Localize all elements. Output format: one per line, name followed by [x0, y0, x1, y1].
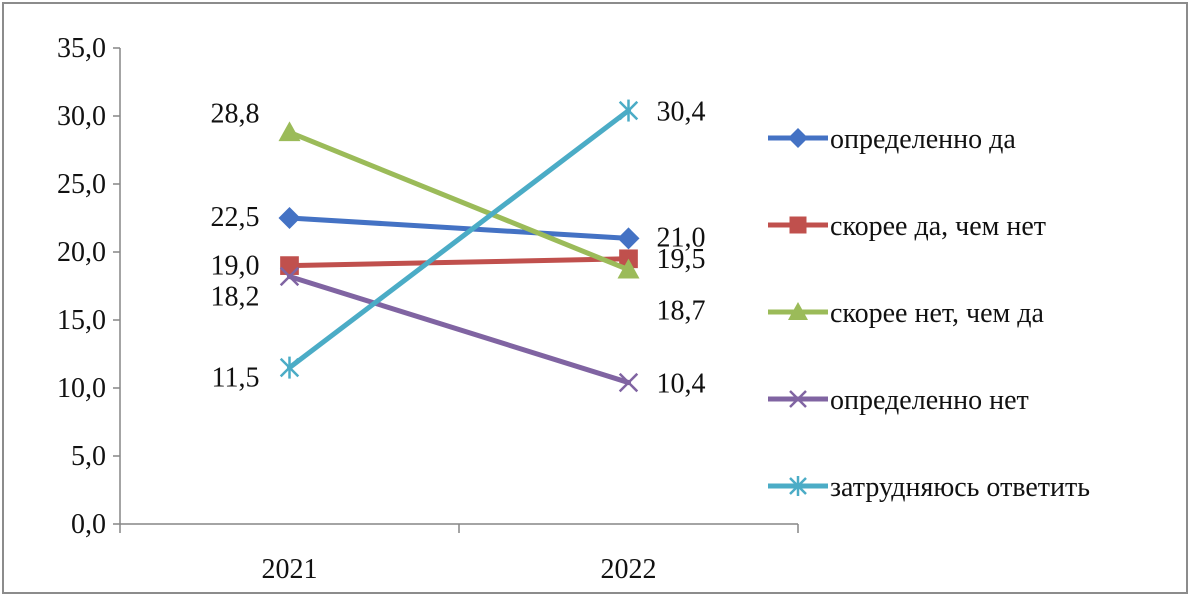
legend-label: скорее нет, чем да — [830, 298, 1044, 329]
y-tick-label: 25,0 — [57, 169, 106, 200]
marker-diamond — [278, 207, 301, 229]
data-label: 18,2 — [211, 281, 260, 312]
series-line — [287, 273, 631, 386]
marker-diamond — [788, 128, 808, 148]
x-tick-label: 2022 — [601, 554, 657, 585]
data-label: 11,5 — [212, 363, 260, 394]
axes: 0,0 5,0 10,0 15,0 20,0 25,0 30,0 35,0 2021 2022 — [57, 33, 799, 585]
y-tick-label: 20,0 — [57, 237, 106, 268]
marker-x — [789, 390, 807, 408]
data-label: 18,7 — [657, 296, 706, 327]
series-lines — [278, 99, 640, 393]
legend-label: скорее да, чем нет — [830, 211, 1046, 242]
data-label: 30,4 — [657, 97, 706, 128]
legend-item: затрудняюсь ответить — [768, 472, 1090, 503]
marker-x — [618, 372, 639, 393]
series-line — [287, 129, 631, 273]
legend-item: определенно да — [768, 124, 1016, 155]
data-label: 22,5 — [211, 202, 260, 233]
data-label: 19,5 — [657, 244, 706, 275]
series-3 — [278, 121, 640, 279]
marker-diamond — [617, 227, 640, 250]
y-tick-label: 15,0 — [57, 305, 106, 336]
legend-label: затрудняюсь ответить — [830, 472, 1090, 503]
y-tick-label: 0,0 — [71, 509, 106, 540]
series-1 — [278, 207, 640, 250]
marker-triangle — [788, 302, 808, 320]
data-labels: 22,5 21,0 19,0 19,5 28,8 18,7 18,2 10,4 11,5 30,4 — [211, 97, 706, 400]
y-tick-label: 10,0 — [57, 373, 106, 404]
series-line — [287, 215, 631, 241]
marker-square — [280, 256, 299, 275]
marker-triangle — [278, 121, 301, 142]
legend-item: скорее нет, чем да — [768, 298, 1044, 329]
data-label: 28,8 — [211, 98, 260, 129]
legend-label: определенно нет — [830, 385, 1029, 416]
legend: определенно да скорее да, чем нет скорее н… — [768, 124, 1090, 503]
y-tick-label: 5,0 — [71, 441, 106, 472]
data-label: 10,4 — [657, 369, 706, 400]
marker-x — [279, 266, 300, 287]
y-tick-label: 30,0 — [57, 101, 106, 132]
legend-item: определенно нет — [768, 385, 1029, 416]
y-tick-label: 35,0 — [57, 33, 106, 64]
x-tick-label: 2021 — [262, 554, 318, 585]
series-line — [287, 108, 631, 371]
series-5 — [279, 99, 639, 379]
legend-item: скорее да, чем нет — [768, 211, 1046, 242]
series-4 — [279, 266, 639, 393]
marker-triangle — [617, 258, 640, 279]
data-label: 21,0 — [657, 222, 706, 253]
series-line — [287, 256, 631, 269]
legend-label: определенно да — [830, 124, 1016, 155]
marker-square — [789, 216, 807, 234]
data-label: 19,0 — [211, 251, 260, 282]
